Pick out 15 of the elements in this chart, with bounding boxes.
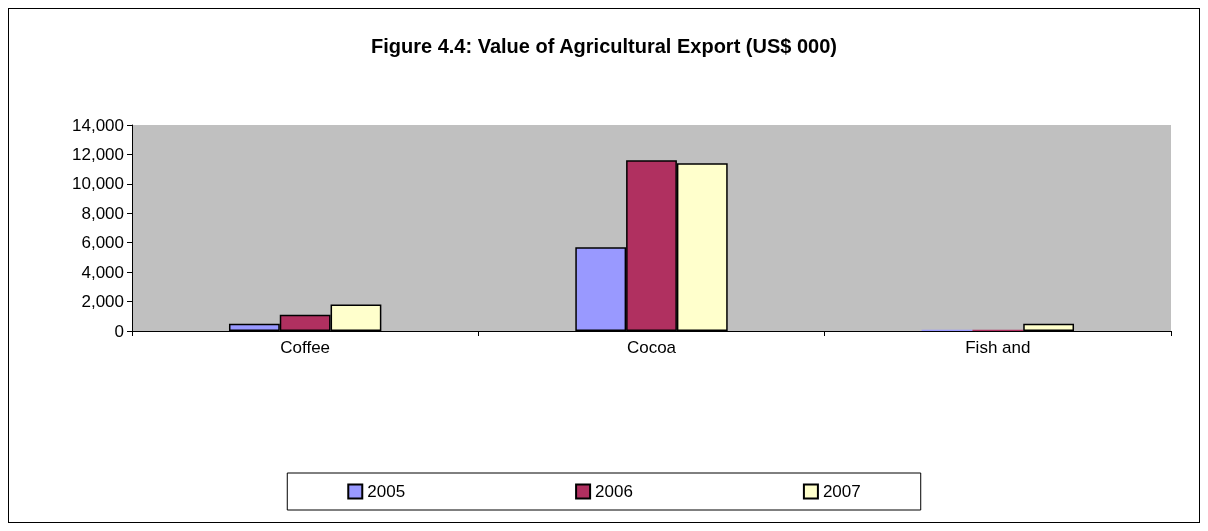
y-tick-label: 2,000 [81,292,124,312]
legend-label: 2007 [822,482,861,501]
y-tick-label: 10,000 [72,174,124,194]
x-tick-label: Fish and [965,338,1031,357]
y-tick-label: 14,000 [72,115,124,135]
legend-label: 2005 [367,482,406,501]
y-tick-label: 8,000 [81,203,124,223]
x-tick-label: Coffee [280,338,331,357]
chart-title: Figure 4.4: Value of Agricultural Export (US$ 000) [370,35,838,57]
y-tick-label: 0 [114,321,124,341]
y-tick-label: 6,000 [81,233,124,253]
x-tick-label: Cocoa [626,338,677,357]
y-tick-label: 4,000 [81,262,124,282]
y-tick-label: 12,000 [72,144,124,164]
legend-label: 2006 [595,482,633,501]
